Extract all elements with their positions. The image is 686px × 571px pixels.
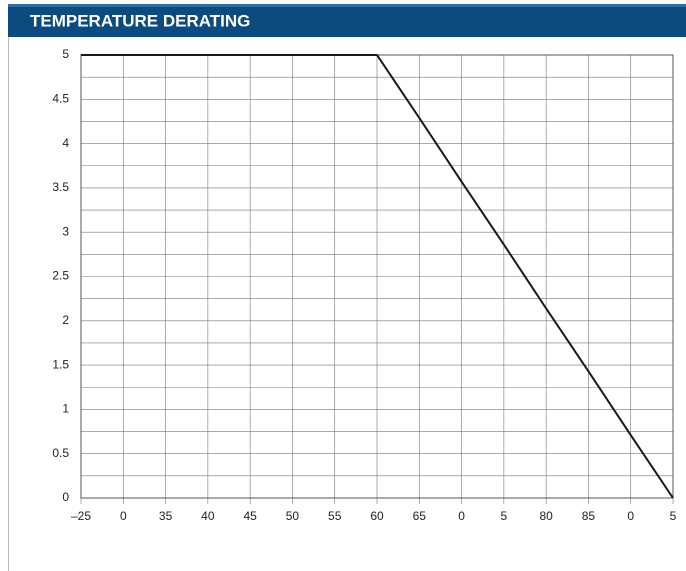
- x-tick-label: 5: [670, 509, 677, 523]
- x-tick-label: 50: [286, 509, 300, 523]
- y-tick-label: 2.5: [52, 269, 69, 283]
- x-tick-label: 85: [582, 509, 596, 523]
- x-tick-label: 65: [413, 509, 427, 523]
- header-band: [8, 4, 686, 37]
- y-tick-label: 0: [62, 490, 69, 504]
- y-tick-label: 4: [62, 136, 69, 150]
- y-tick-label: 3: [62, 224, 69, 238]
- x-tick-label: 5: [501, 509, 508, 523]
- x-tick-label: 0: [458, 509, 465, 523]
- y-tick-label: 1.5: [52, 357, 69, 371]
- y-tick-label: 0.5: [52, 446, 69, 460]
- x-tick-label: 55: [328, 509, 342, 523]
- x-tick-label: 60: [370, 509, 384, 523]
- y-tick-label: 2: [62, 313, 69, 327]
- y-tick-label: 1: [62, 402, 69, 416]
- y-tick-label: 3.5: [52, 180, 69, 194]
- header-strip: [8, 4, 686, 7]
- y-tick-label: 5: [62, 47, 69, 61]
- y-tick-label: 4.5: [52, 91, 69, 105]
- x-tick-label: 0: [120, 509, 127, 523]
- x-tick-label: 45: [243, 509, 257, 523]
- x-tick-label: 40: [201, 509, 215, 523]
- x-tick-label: –25: [71, 509, 91, 523]
- x-tick-label: 80: [539, 509, 553, 523]
- data-line: [81, 54, 674, 499]
- x-tick-label: 0: [627, 509, 634, 523]
- x-tick-label: 35: [159, 509, 173, 523]
- chart-title: TEMPERATURE DERATING: [30, 11, 250, 30]
